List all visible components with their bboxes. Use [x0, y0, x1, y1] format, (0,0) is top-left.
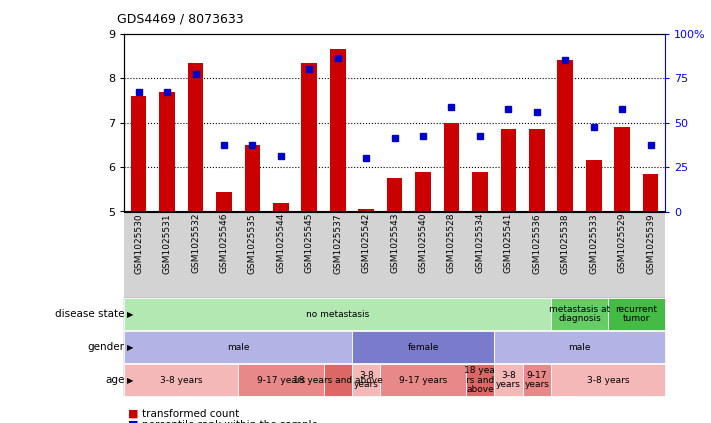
Text: age: age — [105, 375, 124, 385]
Text: ■: ■ — [128, 409, 139, 419]
Bar — [415, 172, 431, 212]
Text: male: male — [568, 343, 591, 352]
Bar — [586, 160, 602, 212]
Text: GDS4469 / 8073633: GDS4469 / 8073633 — [117, 13, 244, 26]
Text: gender: gender — [87, 342, 124, 352]
Text: ▶: ▶ — [127, 376, 133, 385]
Text: ▶: ▶ — [127, 343, 133, 352]
Text: 9-17 years: 9-17 years — [399, 376, 447, 385]
Text: transformed count: transformed count — [142, 409, 240, 419]
Bar — [159, 92, 175, 212]
Text: recurrent
tumor: recurrent tumor — [615, 305, 658, 324]
Text: 3-8
years: 3-8 years — [354, 371, 378, 390]
Text: 18 years and above: 18 years and above — [293, 376, 383, 385]
Text: 18 yea
rs and
above: 18 yea rs and above — [464, 366, 496, 394]
Text: ■: ■ — [128, 420, 139, 423]
Bar — [387, 178, 402, 212]
Bar — [529, 129, 545, 212]
Bar — [131, 96, 146, 212]
Bar — [358, 209, 374, 212]
Bar — [301, 63, 317, 212]
Text: female: female — [407, 343, 439, 352]
Text: 3-8
years: 3-8 years — [496, 371, 520, 390]
Text: 3-8 years: 3-8 years — [587, 376, 629, 385]
Bar — [643, 174, 658, 212]
Text: 3-8 years: 3-8 years — [160, 376, 203, 385]
Bar — [557, 60, 573, 212]
Bar — [472, 172, 488, 212]
Bar — [245, 145, 260, 212]
Bar — [216, 192, 232, 212]
Bar — [330, 49, 346, 212]
Bar — [614, 127, 630, 212]
Text: 9-17
years: 9-17 years — [525, 371, 549, 390]
Bar — [444, 123, 459, 212]
Text: 9-17 years: 9-17 years — [257, 376, 305, 385]
Bar — [273, 203, 289, 212]
Text: no metastasis: no metastasis — [306, 310, 369, 319]
Text: ▶: ▶ — [127, 310, 133, 319]
Text: disease state: disease state — [55, 309, 124, 319]
Bar — [501, 129, 516, 212]
Bar — [188, 63, 203, 212]
Text: male: male — [227, 343, 250, 352]
Text: metastasis at
diagnosis: metastasis at diagnosis — [549, 305, 610, 324]
Text: percentile rank within the sample: percentile rank within the sample — [142, 420, 318, 423]
